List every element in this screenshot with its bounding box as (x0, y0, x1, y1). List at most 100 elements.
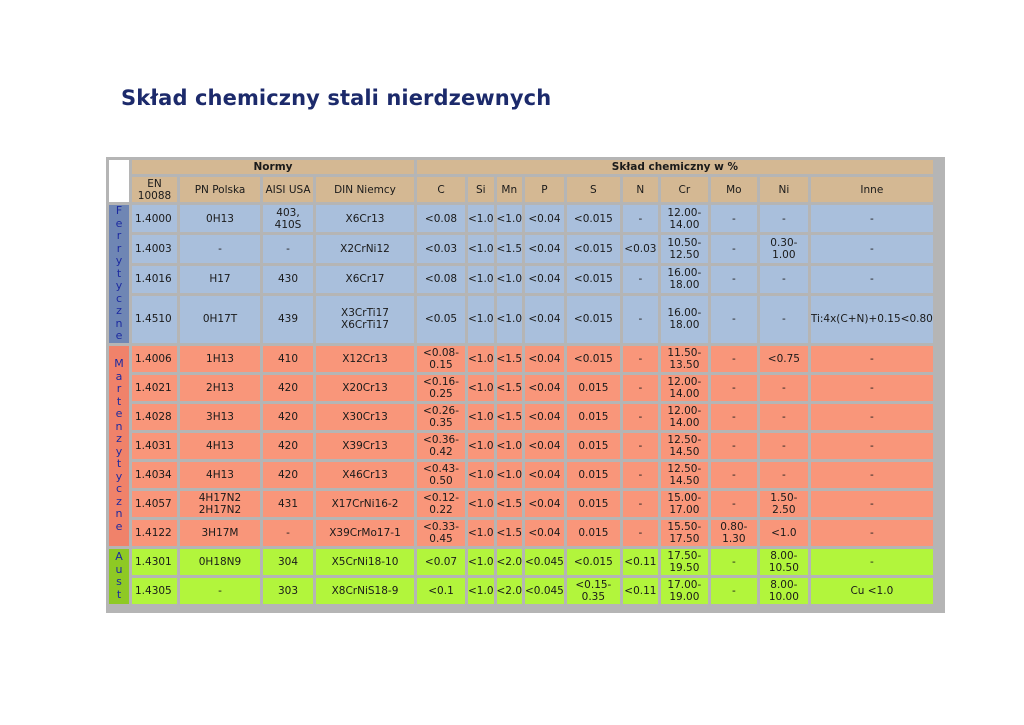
column-header-cr: Cr (660, 177, 708, 202)
cell-pn-polska: 0H18N9 (180, 548, 260, 575)
cell-pn-polska: 0H13 (180, 205, 260, 233)
cell-s: <0.015 (566, 548, 620, 575)
cell-n: - (622, 205, 658, 233)
cell-p: <0.04 (525, 205, 564, 233)
cell-mo: 0.80- 1.30 (710, 519, 757, 546)
cell-ni: - (759, 461, 808, 488)
cell-c: <0.16- 0.25 (417, 374, 465, 401)
cell-p: <0.045 (525, 577, 564, 604)
cell-cr: 12.00- 14.00 (660, 205, 708, 233)
cell-aisi-usa: 303 (263, 577, 313, 604)
cell-p: <0.04 (525, 490, 564, 517)
column-header-inne: Inne (810, 177, 933, 202)
cell-aisi-usa: - (263, 519, 313, 546)
cell-cr: 16.00- 18.00 (660, 296, 708, 343)
cell-cr: 17.50- 19.50 (660, 548, 708, 575)
cell-inne: - (810, 548, 933, 575)
column-header-ni: Ni (759, 177, 808, 202)
cell-pn-polska: 4H13 (180, 461, 260, 488)
cell-ni: - (759, 205, 808, 233)
cell-p: <0.04 (525, 461, 564, 488)
cell-c: <0.08 (417, 205, 465, 233)
cell-ni: <0.75 (759, 345, 808, 372)
cell-cr: 12.00- 14.00 (660, 374, 708, 401)
cell-aisi-usa: 403, 410S (263, 205, 313, 233)
cell-mn: <1.0 (496, 205, 522, 233)
column-header-si: Si (468, 177, 494, 202)
column-header-aisi-usa: AISI USA (263, 177, 313, 202)
cell-din-niemcy: X5CrNi18-10 (316, 548, 414, 575)
cell-inne: - (810, 432, 933, 459)
cell-s: <0.015 (566, 296, 620, 343)
cell-ni: 8.00- 10.00 (759, 577, 808, 604)
cell-cr: 11.50- 13.50 (660, 345, 708, 372)
cell-en-10088: 1.4034 (132, 461, 177, 488)
cell-pn-polska: 3H17M (180, 519, 260, 546)
table-row: 1.4028 3H13 420 X30Cr13 <0.26- 0.35 <1.0 <1.5 <0… (109, 403, 933, 430)
cell-n: - (622, 374, 658, 401)
cell-mn: <2.0 (496, 548, 522, 575)
cell-mo: - (710, 577, 757, 604)
cell-en-10088: 1.4016 (132, 265, 177, 294)
cell-mn: <1.0 (496, 265, 522, 294)
cell-mo: - (710, 296, 757, 343)
cell-mn: <2.0 (496, 577, 522, 604)
cell-c: <0.05 (417, 296, 465, 343)
cell-c: <0.03 (417, 235, 465, 263)
table-row: 1.4021 2H13 420 X20Cr13 <0.16- 0.25 <1.0 <1.5 <0… (109, 374, 933, 401)
cell-aisi-usa: 430 (263, 265, 313, 294)
cell-si: <1.0 (468, 345, 494, 372)
page-title: Skład chemiczny stali nierdzewnych (121, 86, 552, 110)
cell-mn: <1.0 (496, 432, 522, 459)
cell-si: <1.0 (468, 548, 494, 575)
cell-mo: - (710, 235, 757, 263)
cell-p: <0.04 (525, 345, 564, 372)
cell-p: <0.04 (525, 235, 564, 263)
cell-din-niemcy: X30Cr13 (316, 403, 414, 430)
cell-inne: - (810, 235, 933, 263)
cell-pn-polska: 2H13 (180, 374, 260, 401)
column-header-p: P (525, 177, 564, 202)
cell-s: 0.015 (566, 461, 620, 488)
cell-mo: - (710, 461, 757, 488)
cell-n: - (622, 265, 658, 294)
column-header-c: C (417, 177, 465, 202)
cell-mo: - (710, 205, 757, 233)
cell-din-niemcy: X12Cr13 (316, 345, 414, 372)
cell-cr: 15.50- 17.50 (660, 519, 708, 546)
cell-din-niemcy: X20Cr13 (316, 374, 414, 401)
cell-s: <0.15- 0.35 (566, 577, 620, 604)
cell-si: <1.0 (468, 265, 494, 294)
cell-si: <1.0 (468, 205, 494, 233)
cell-ni: 8.00- 10.50 (759, 548, 808, 575)
cell-inne: - (810, 265, 933, 294)
cell-p: <0.04 (525, 374, 564, 401)
cell-mn: <1.5 (496, 490, 522, 517)
cell-en-10088: 1.4028 (132, 403, 177, 430)
cell-s: 0.015 (566, 374, 620, 401)
cell-mn: <1.5 (496, 519, 522, 546)
column-header-n: N (622, 177, 658, 202)
cell-inne: - (810, 490, 933, 517)
steel-composition-table: Normy Skład chemiczny w % EN 10088 PN Pols… (106, 157, 936, 607)
cell-s: <0.015 (566, 345, 620, 372)
cell-aisi-usa: 420 (263, 403, 313, 430)
cell-si: <1.0 (468, 296, 494, 343)
cell-n: <0.11 (622, 577, 658, 604)
cell-c: <0.1 (417, 577, 465, 604)
cell-mo: - (710, 548, 757, 575)
cell-cr: 12.50- 14.50 (660, 432, 708, 459)
cell-inne: - (810, 403, 933, 430)
cell-c: <0.33- 0.45 (417, 519, 465, 546)
cell-din-niemcy: X3CrTi17 X6CrTi17 (316, 296, 414, 343)
cell-en-10088: 1.4003 (132, 235, 177, 263)
cell-pn-polska: H17 (180, 265, 260, 294)
cell-ni: - (759, 265, 808, 294)
cell-din-niemcy: X6Cr17 (316, 265, 414, 294)
cell-din-niemcy: X46Cr13 (316, 461, 414, 488)
table-row: 1.4057 4H17N2 2H17N2 431 X17CrNi16-2 <0.12- 0.… (109, 490, 933, 517)
cell-mn: <1.5 (496, 345, 522, 372)
cell-c: <0.07 (417, 548, 465, 575)
